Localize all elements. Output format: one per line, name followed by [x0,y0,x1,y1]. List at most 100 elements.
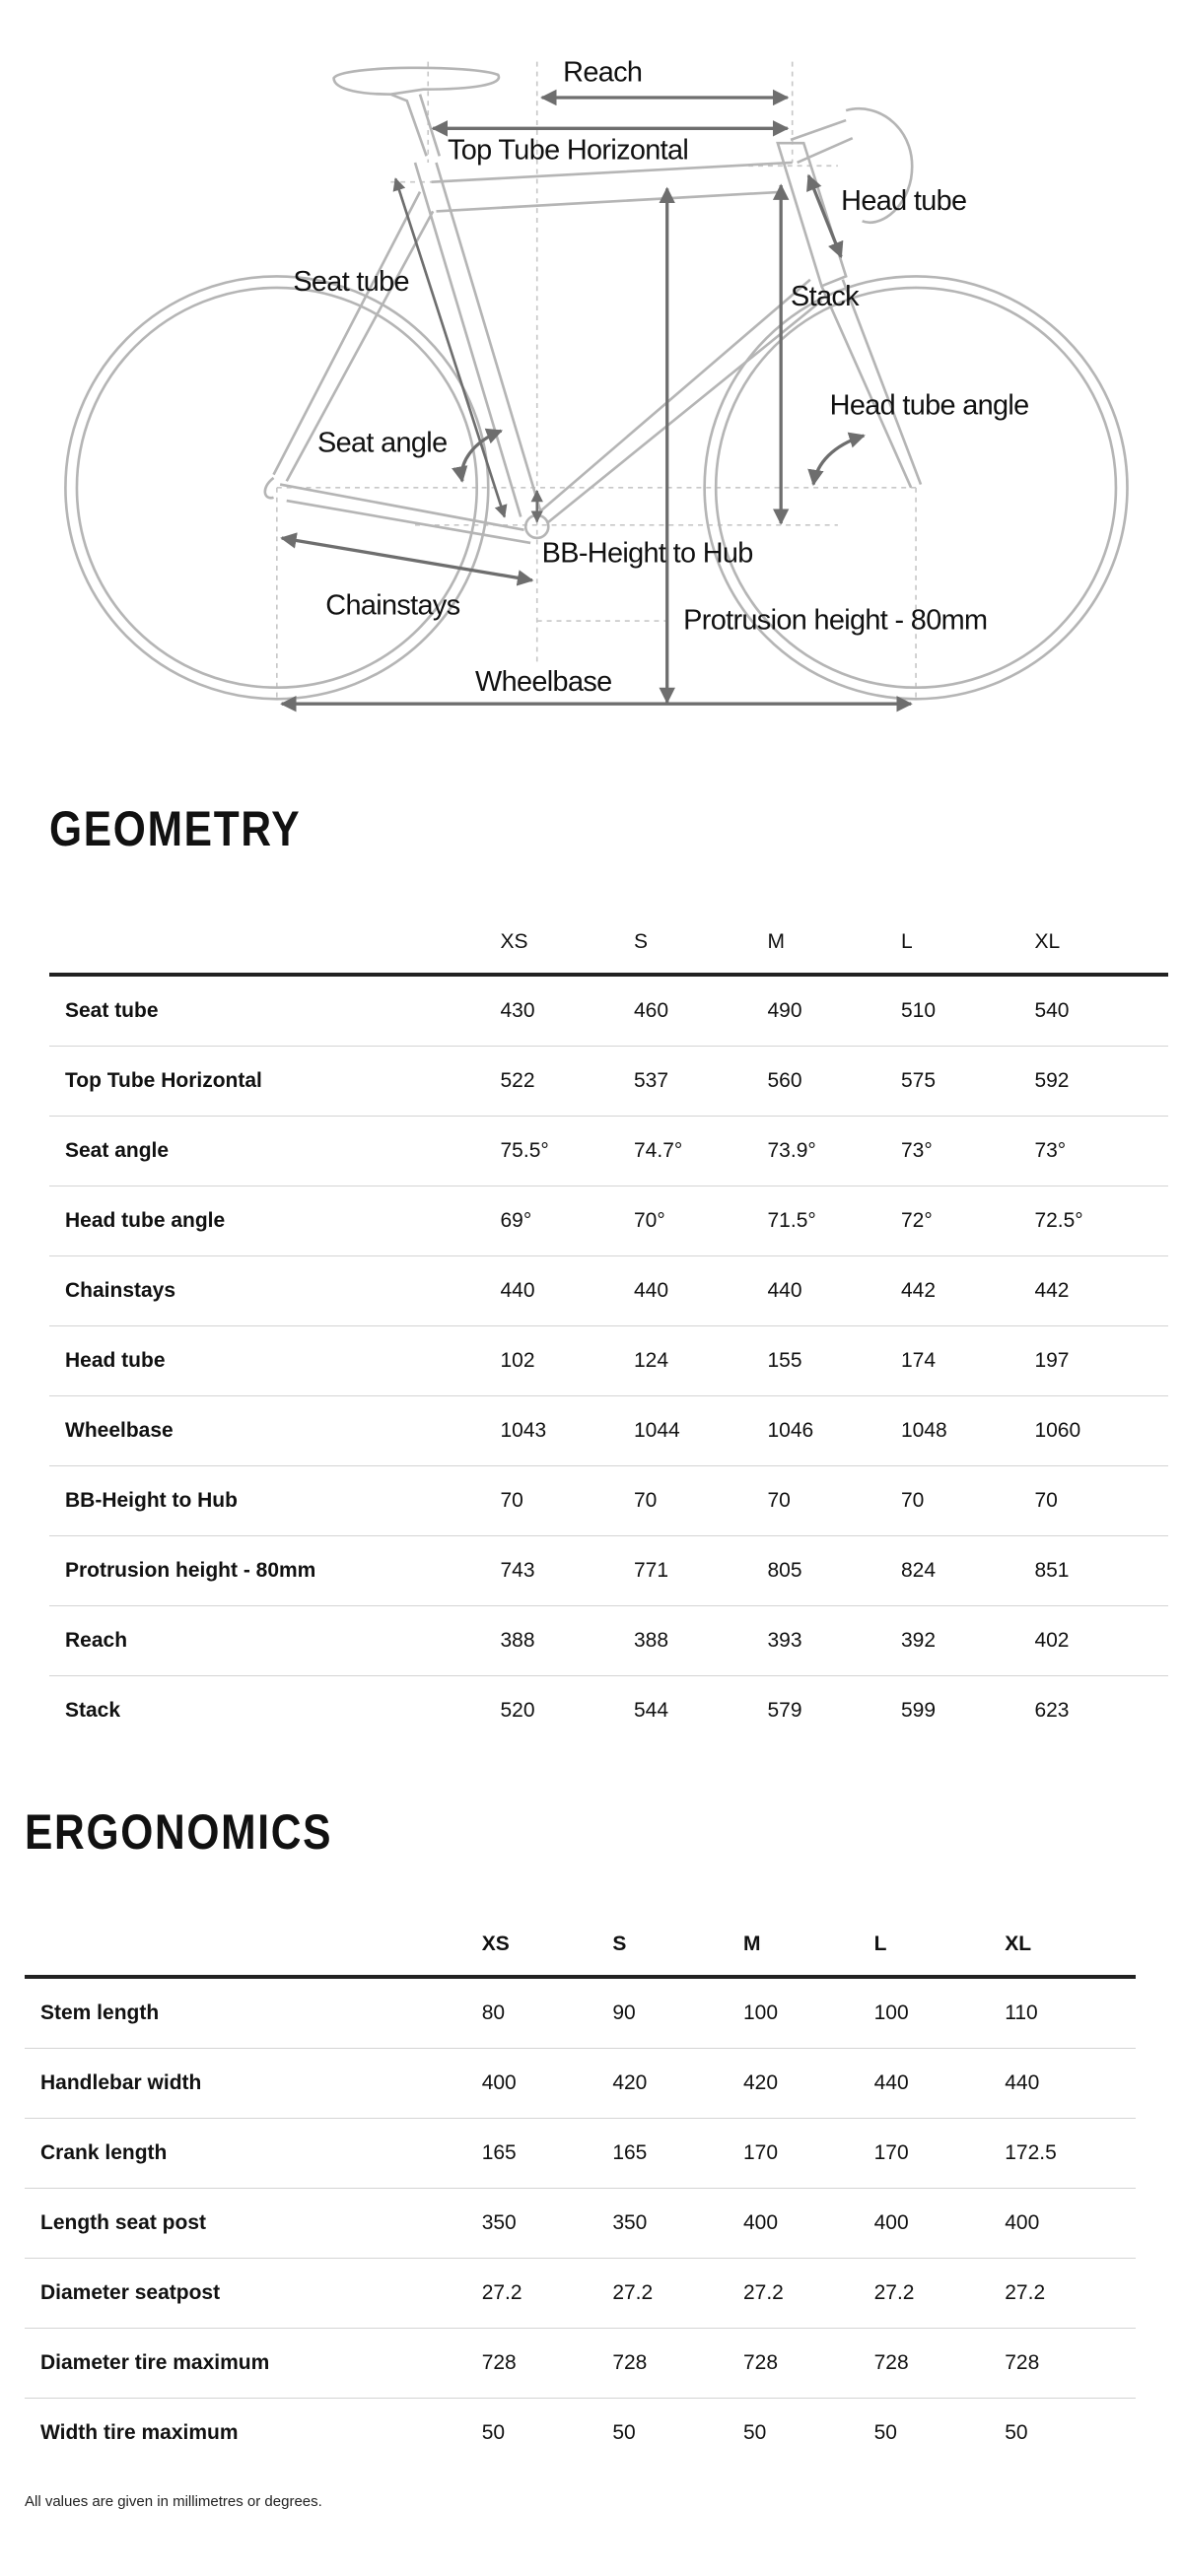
cell-value: 440 [767,1255,901,1326]
table-row: Diameter tire maximum 728 728 728 728 728 [25,2328,1136,2399]
cell-value: 50 [742,2421,767,2444]
table-row: Handlebar width 400 420 420 440 440 [25,2048,1136,2119]
table-row: Length seat post 350 350 400 400 400 [25,2188,1136,2259]
row-label: Stack [65,1699,121,1722]
front-wheel [703,275,1129,701]
cell-value: 155 [767,1325,901,1396]
label-seat-angle: Seat angle [317,428,447,459]
table-header-row: XS S M L XL [49,912,1168,975]
cell-value: 1048 [901,1395,1035,1466]
cell-value: 73° [901,1116,1035,1186]
cell-value: 510 [901,975,1035,1047]
row-label: Chainstays [49,1255,501,1326]
cell-value: 544 [634,1699,669,1722]
cell-value: 392 [901,1605,1035,1676]
cell-value: 442 [901,1255,1035,1326]
cell-value: 73° [1034,1116,1168,1186]
table-row: Head tube angle 69° 70° 71.5° 72° 72.5° [49,1186,1168,1256]
cell-value: 50 [1005,2421,1028,2444]
down-tube [532,278,823,525]
cell-value: 623 [1034,1699,1070,1722]
ergonomics-table: XS S M L XL Stem length 80 90 100 100 110 Handleba… [25,1914,1136,2468]
cell-value: 74.7° [634,1116,768,1186]
cell-value: 388 [500,1605,634,1676]
cell-value: 728 [612,2328,743,2399]
cell-value: 440 [1005,2048,1136,2119]
diagram-labels: Reach Top Tube Horizontal Head tube Seat… [293,56,1029,698]
size-header-m: M [742,1932,761,1955]
row-label: Seat tube [49,975,501,1047]
cell-value: 420 [742,2048,874,2119]
cell-value: 1060 [1034,1395,1168,1466]
row-label: Diameter tire maximum [25,2328,482,2399]
cell-value: 100 [873,1977,1006,2049]
cell-value: 165 [612,2118,743,2189]
cell-value: 522 [500,1046,634,1117]
cell-value: 70 [767,1465,901,1536]
label-bb-height: BB-Height to Hub [542,538,753,570]
head-tube-angle-arc [807,432,866,487]
cell-value: 575 [901,1046,1035,1117]
size-header-xl: XL [1034,930,1061,953]
cell-value: 400 [742,2188,874,2259]
cell-value: 388 [634,1605,768,1676]
table-row: Head tube 102 124 155 174 197 [49,1325,1168,1396]
table-row: Wheelbase 1043 1044 1046 1048 1060 [49,1395,1168,1466]
cell-value: 100 [742,1977,874,2049]
table-row: Seat angle 75.5° 74.7° 73.9° 73° 73° [49,1116,1168,1186]
seat-tube [413,162,542,517]
cell-value: 90 [612,1977,743,2049]
cell-value: 579 [767,1699,802,1722]
table-row: Width tire maximum 50 50 50 50 50 [25,2399,1136,2469]
label-seat-tube: Seat tube [293,266,409,298]
cell-value: 824 [901,1535,1035,1606]
row-label: BB-Height to Hub [49,1465,501,1536]
cell-value: 174 [901,1325,1035,1396]
ergonomics-heading: ERGONOMICS [25,1804,333,1860]
cell-value: 440 [634,1255,768,1326]
row-label: Seat angle [49,1116,501,1186]
row-label: Top Tube Horizontal [49,1046,501,1117]
table-row: Protrusion height - 80mm 743 771 805 824 851 [49,1535,1168,1606]
geometry-heading: GEOMETRY [49,801,302,856]
cell-value: 460 [634,975,768,1047]
cell-value: 440 [500,1255,634,1326]
cell-value: 728 [742,2328,874,2399]
stem-handlebar [790,107,914,224]
cell-value: 73.9° [767,1116,901,1186]
cell-value: 805 [767,1535,901,1606]
fork [820,279,923,489]
cell-value: 442 [1034,1255,1168,1326]
cell-value: 393 [767,1605,901,1676]
table-row: Chainstays 440 440 440 442 442 [49,1255,1168,1326]
cell-value: 102 [500,1325,634,1396]
seat-tube-arrow [392,177,508,518]
dimension-arrows [280,89,913,712]
cell-value: 75.5° [500,1116,634,1186]
seat-angle-arc [452,428,503,483]
cell-value: 50 [481,2421,506,2444]
cell-value: 771 [634,1535,768,1606]
cell-value: 124 [634,1325,768,1396]
cell-value: 70 [901,1465,1035,1536]
label-head-tube: Head tube [841,185,966,217]
row-label: Wheelbase [49,1395,501,1466]
cell-value: 728 [481,2328,613,2399]
cell-value: 70 [1034,1465,1168,1536]
cell-value: 560 [767,1046,901,1117]
cell-value: 70 [500,1465,634,1536]
head-tube [776,141,848,289]
cell-value: 71.5° [767,1186,901,1256]
label-stack: Stack [791,281,860,312]
size-header-l: L [901,930,913,953]
cell-value: 851 [1034,1535,1168,1606]
cell-value: 400 [1005,2188,1136,2259]
row-label: Length seat post [25,2188,482,2259]
cell-value: 80 [481,1977,613,2049]
cell-value: 520 [500,1699,535,1722]
row-label: Crank length [25,2118,482,2189]
cell-value: 540 [1034,975,1168,1047]
cell-value: 420 [612,2048,743,2119]
cell-value: 197 [1034,1325,1168,1396]
row-label: Stem length [25,1977,482,2049]
